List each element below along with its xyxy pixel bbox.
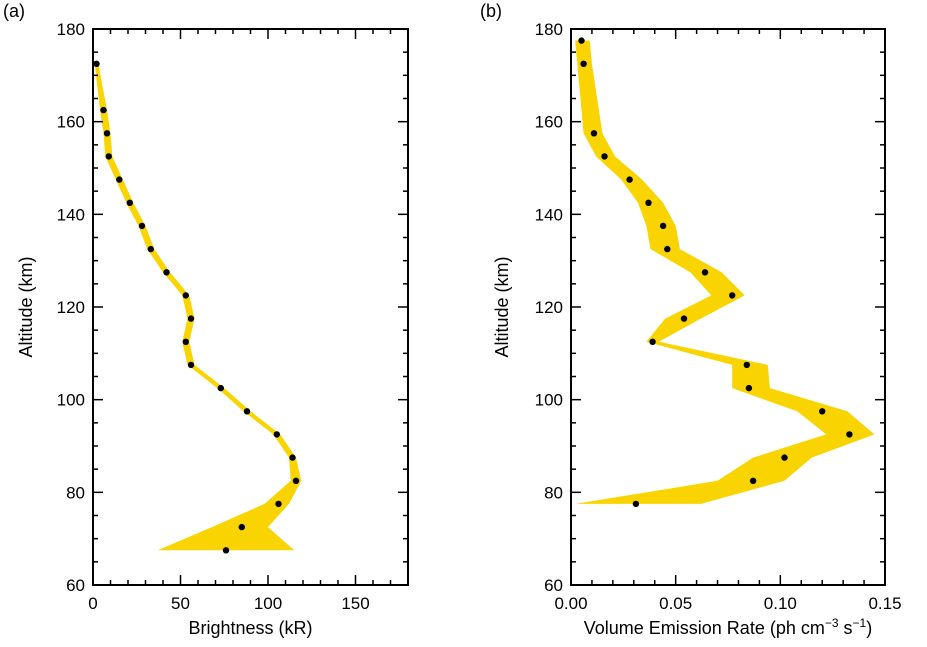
panel-b: 0.00 0.05 0.10 0.15 60 80 100 120 140 160 180 (b) Al… — [480, 1, 902, 638]
data-point — [745, 384, 753, 392]
data-point — [93, 60, 100, 67]
data-point — [578, 37, 585, 44]
uncertainty-band — [94, 63, 302, 551]
y-tick-label: 180 — [535, 20, 563, 39]
y-tick-label: 80 — [66, 483, 85, 502]
xlabel-text: s — [839, 618, 853, 638]
panel-a: 0 50 100 150 60 80 100 120 140 160 180 (a) Altitude … — [3, 1, 409, 638]
plot-frame — [92, 28, 409, 586]
y-tick-label: 60 — [66, 576, 85, 595]
y-tick-label: 140 — [535, 205, 563, 224]
y-tick-label: 120 — [57, 298, 85, 317]
data-point — [163, 269, 170, 276]
y-tick-label: 160 — [535, 113, 563, 132]
data-point — [701, 269, 709, 276]
data-point — [289, 454, 296, 461]
data-point — [680, 315, 688, 322]
panel-label: (b) — [480, 1, 502, 21]
data-point — [626, 176, 633, 183]
data-point — [273, 431, 280, 438]
xlabel-superscript: −1 — [853, 616, 867, 630]
data-point — [846, 431, 853, 438]
data-point — [138, 222, 146, 230]
y-axis-label: Altitude (km) — [16, 256, 36, 357]
data-point — [126, 199, 133, 206]
data-point — [243, 408, 251, 415]
data-point — [601, 153, 608, 160]
y-tick-label: 100 — [535, 391, 563, 410]
xlabel-text: Volume Emission Rate (ph cm — [584, 618, 825, 638]
data-point — [819, 408, 826, 415]
panel-label: (a) — [3, 1, 25, 21]
y-tick-label: 60 — [544, 576, 563, 595]
data-point — [103, 130, 111, 137]
data-point — [147, 245, 154, 253]
data-point — [580, 60, 587, 67]
data-point — [649, 338, 656, 345]
data-point — [116, 176, 123, 183]
data-point — [664, 245, 671, 253]
xlabel-superscript: −3 — [825, 616, 839, 630]
y-tick-label: 160 — [57, 113, 85, 132]
x-tick-label: 50 — [171, 594, 190, 613]
x-tick-label: 0.00 — [554, 594, 587, 613]
data-point — [749, 477, 757, 484]
xlabel-text: ) — [866, 618, 872, 638]
x-tick-label: 150 — [341, 594, 369, 613]
x-axis-label: Volume Emission Rate (ph cm−3 s−1) — [584, 616, 872, 638]
data-point — [645, 199, 652, 206]
data-point — [292, 477, 300, 484]
data-point — [632, 500, 640, 508]
data-point — [238, 523, 245, 531]
data-point — [729, 292, 736, 299]
data-point — [100, 106, 107, 114]
x-tick-label: 100 — [254, 594, 282, 613]
data-point — [105, 153, 113, 160]
x-tick-label: 0.15 — [868, 594, 901, 613]
y-tick-label: 80 — [544, 483, 563, 502]
y-tick-label: 120 — [535, 298, 563, 317]
data-point — [217, 384, 224, 392]
data-point — [182, 292, 189, 299]
y-axis-label: Altitude (km) — [492, 256, 512, 357]
data-point — [187, 361, 195, 369]
data-point — [659, 222, 667, 230]
x-tick-label: 0 — [88, 594, 97, 613]
data-point — [275, 500, 282, 508]
y-tick-label: 180 — [57, 20, 85, 39]
data-point — [743, 361, 750, 369]
data-point — [781, 454, 788, 461]
y-tick-label: 140 — [57, 205, 85, 224]
y-tick-label: 100 — [57, 391, 85, 410]
data-point — [187, 315, 195, 322]
data-point — [590, 130, 598, 137]
x-tick-label: 0.05 — [659, 594, 692, 613]
data-point — [222, 547, 230, 554]
x-tick-label: 0.10 — [764, 594, 797, 613]
data-point — [182, 338, 189, 345]
x-axis-label: Brightness (kR) — [188, 618, 312, 638]
uncertainty-band — [575, 40, 875, 504]
